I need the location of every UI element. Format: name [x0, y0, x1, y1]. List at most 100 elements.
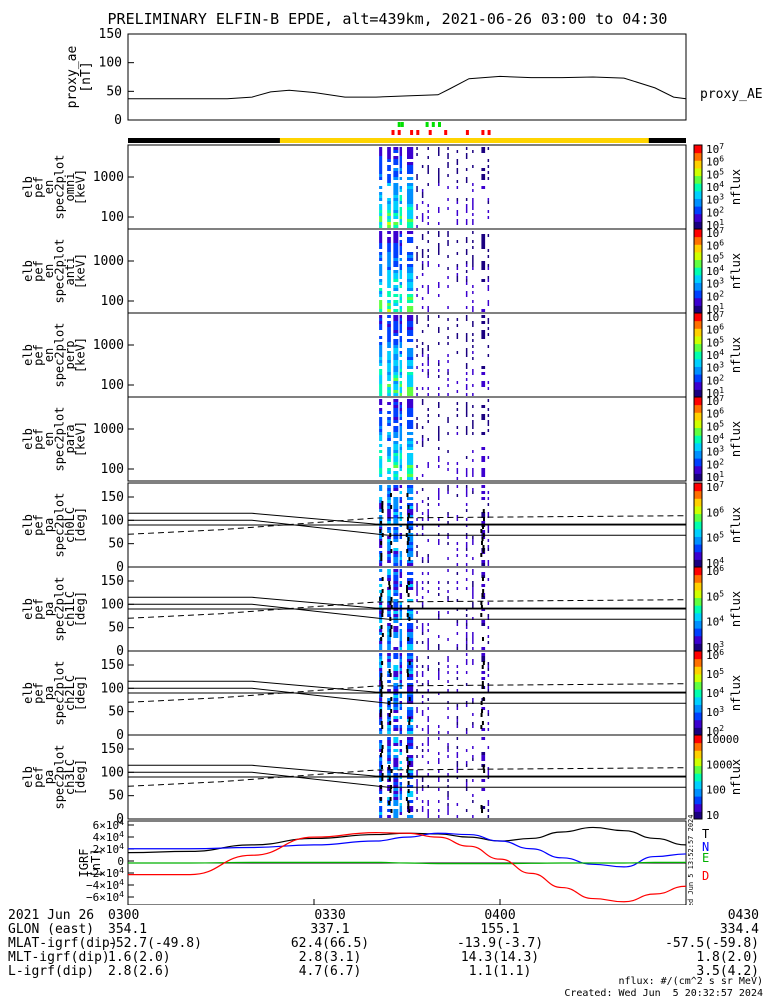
spectrogram-pixel: [427, 557, 429, 560]
spectrogram-pixel: [393, 390, 399, 393]
spectrogram-pixel: [399, 432, 403, 435]
spectrogram-pixel: [393, 740, 399, 743]
orbit-value: 4.7(6.7): [298, 964, 362, 979]
panel-ylabel: pef: [32, 260, 46, 282]
spectrogram-pixel: [393, 207, 399, 210]
spectrogram-pixel: [393, 237, 399, 240]
spectrogram-pixel: [387, 593, 391, 596]
spectrogram-pixel: [393, 773, 399, 776]
proxy-ae-frame: [127, 33, 687, 121]
spectrogram-pixel-dark: [380, 553, 383, 557]
spectrogram-pixel: [438, 222, 440, 225]
spectrogram-pixel: [456, 752, 459, 755]
spectrogram-pixel: [407, 414, 414, 417]
spectrogram-pixel: [407, 506, 414, 509]
spectrogram-pixel: [379, 237, 383, 240]
spectrogram-pixel: [427, 656, 429, 659]
spectrogram-pixel: [399, 749, 403, 752]
spectrogram-pixel: [487, 746, 490, 749]
marker-green: [397, 122, 401, 127]
spectrogram-pixel: [421, 264, 424, 267]
spectrogram-pixel: [447, 432, 449, 435]
spectrogram-pixel: [438, 171, 440, 174]
spectrogram-pixel: [399, 563, 403, 566]
spectrogram-pixel: [465, 788, 468, 791]
spectrogram-pixel: [438, 593, 440, 596]
spectrogram-pixel: [456, 737, 459, 740]
spectrogram-pixel: [465, 641, 468, 644]
spectrogram-pixel: [465, 779, 468, 782]
spectrogram-pixel-dark: [405, 745, 408, 749]
spectrogram-pixel: [465, 635, 468, 638]
spectrogram-pixel: [399, 518, 403, 521]
spectrogram-pixel-dark: [380, 625, 383, 629]
spectrogram-pixel: [399, 387, 403, 390]
spectrogram-pixel: [407, 207, 414, 210]
spectrogram-pixel: [421, 255, 424, 258]
spectrogram-pixel: [399, 668, 403, 671]
spectrogram-pixel-dark: [407, 789, 410, 793]
spectrogram-pixel: [393, 399, 399, 402]
spectrogram-pixel: [427, 348, 429, 351]
spectrogram-pixel: [487, 303, 490, 306]
spectrogram-pixel: [407, 545, 414, 548]
spectrogram-pixel: [438, 725, 440, 728]
spectrogram-pixel: [481, 653, 486, 656]
spectrogram-pixel: [379, 641, 383, 644]
panel-ylabel: en: [42, 348, 56, 362]
spectrogram-pixel: [387, 575, 391, 578]
spectrogram-pixel: [427, 171, 429, 174]
spectrogram-pixel: [447, 521, 449, 524]
marker-red: [410, 130, 414, 135]
spectrogram-pixel: [379, 393, 383, 396]
spectrogram-pixel: [427, 168, 429, 171]
spectrogram-pixel: [465, 518, 468, 521]
spectrogram-pixel: [421, 572, 424, 575]
spectrogram-pixel: [416, 315, 418, 318]
spectrogram-pixel: [387, 324, 391, 327]
spectrogram-pixel: [379, 456, 383, 459]
spectrogram-pixel-dark: [482, 509, 485, 513]
spectrogram-pixel: [387, 674, 391, 677]
spectrogram-pixel: [465, 647, 468, 650]
colorbar-tick-label: 101: [706, 218, 724, 232]
spectrogram-pixel: [379, 195, 383, 198]
colorbar-cell: [694, 750, 702, 759]
spectrogram-pixel: [379, 219, 383, 222]
spectrogram-pixel: [472, 426, 474, 429]
spectrogram-pixel-dark: [480, 553, 483, 557]
spectrogram-pixel: [427, 369, 429, 372]
spectrogram-pixel: [487, 216, 490, 219]
colorbar-tick-label: 102: [706, 289, 724, 303]
spectrogram-pixel: [472, 596, 474, 599]
spectrogram-pixel: [399, 171, 403, 174]
spectrogram-pixel: [393, 797, 399, 800]
colorbar-tick-label: 10000: [706, 733, 739, 746]
spectrogram-pixel: [456, 168, 459, 171]
spectrogram-pixel: [465, 348, 468, 351]
spectrogram-pixel: [421, 779, 424, 782]
spectrogram-pixel: [438, 369, 440, 372]
panel-ylabel: elb: [21, 428, 35, 450]
spectrogram-pixel: [379, 459, 383, 462]
spectrogram-pixel: [387, 285, 391, 288]
spectrogram-pixel: [481, 677, 486, 680]
spectrogram-pixel: [487, 503, 490, 506]
spectrogram-pixel: [447, 806, 449, 809]
spectrogram-pixel-dark: [406, 613, 409, 617]
spectrogram-pixel-dark: [481, 577, 484, 581]
spectrogram-pixel: [438, 315, 440, 318]
spectrogram-pixel: [481, 174, 486, 177]
colorbar-cell: [694, 612, 702, 621]
spectrogram-pixel: [487, 635, 490, 638]
spectrogram-pixel: [379, 764, 383, 767]
spectrogram-pixel-dark: [483, 769, 486, 773]
spectrogram-pixel: [487, 539, 490, 542]
colorbar-tick-label: 107: [706, 142, 724, 156]
spectrogram-pixel: [447, 689, 449, 692]
spectrogram-pixel: [416, 656, 418, 659]
spectrogram-pixel: [407, 725, 414, 728]
spectrogram-pixel: [393, 444, 399, 447]
spectrogram-pixel: [472, 309, 474, 312]
